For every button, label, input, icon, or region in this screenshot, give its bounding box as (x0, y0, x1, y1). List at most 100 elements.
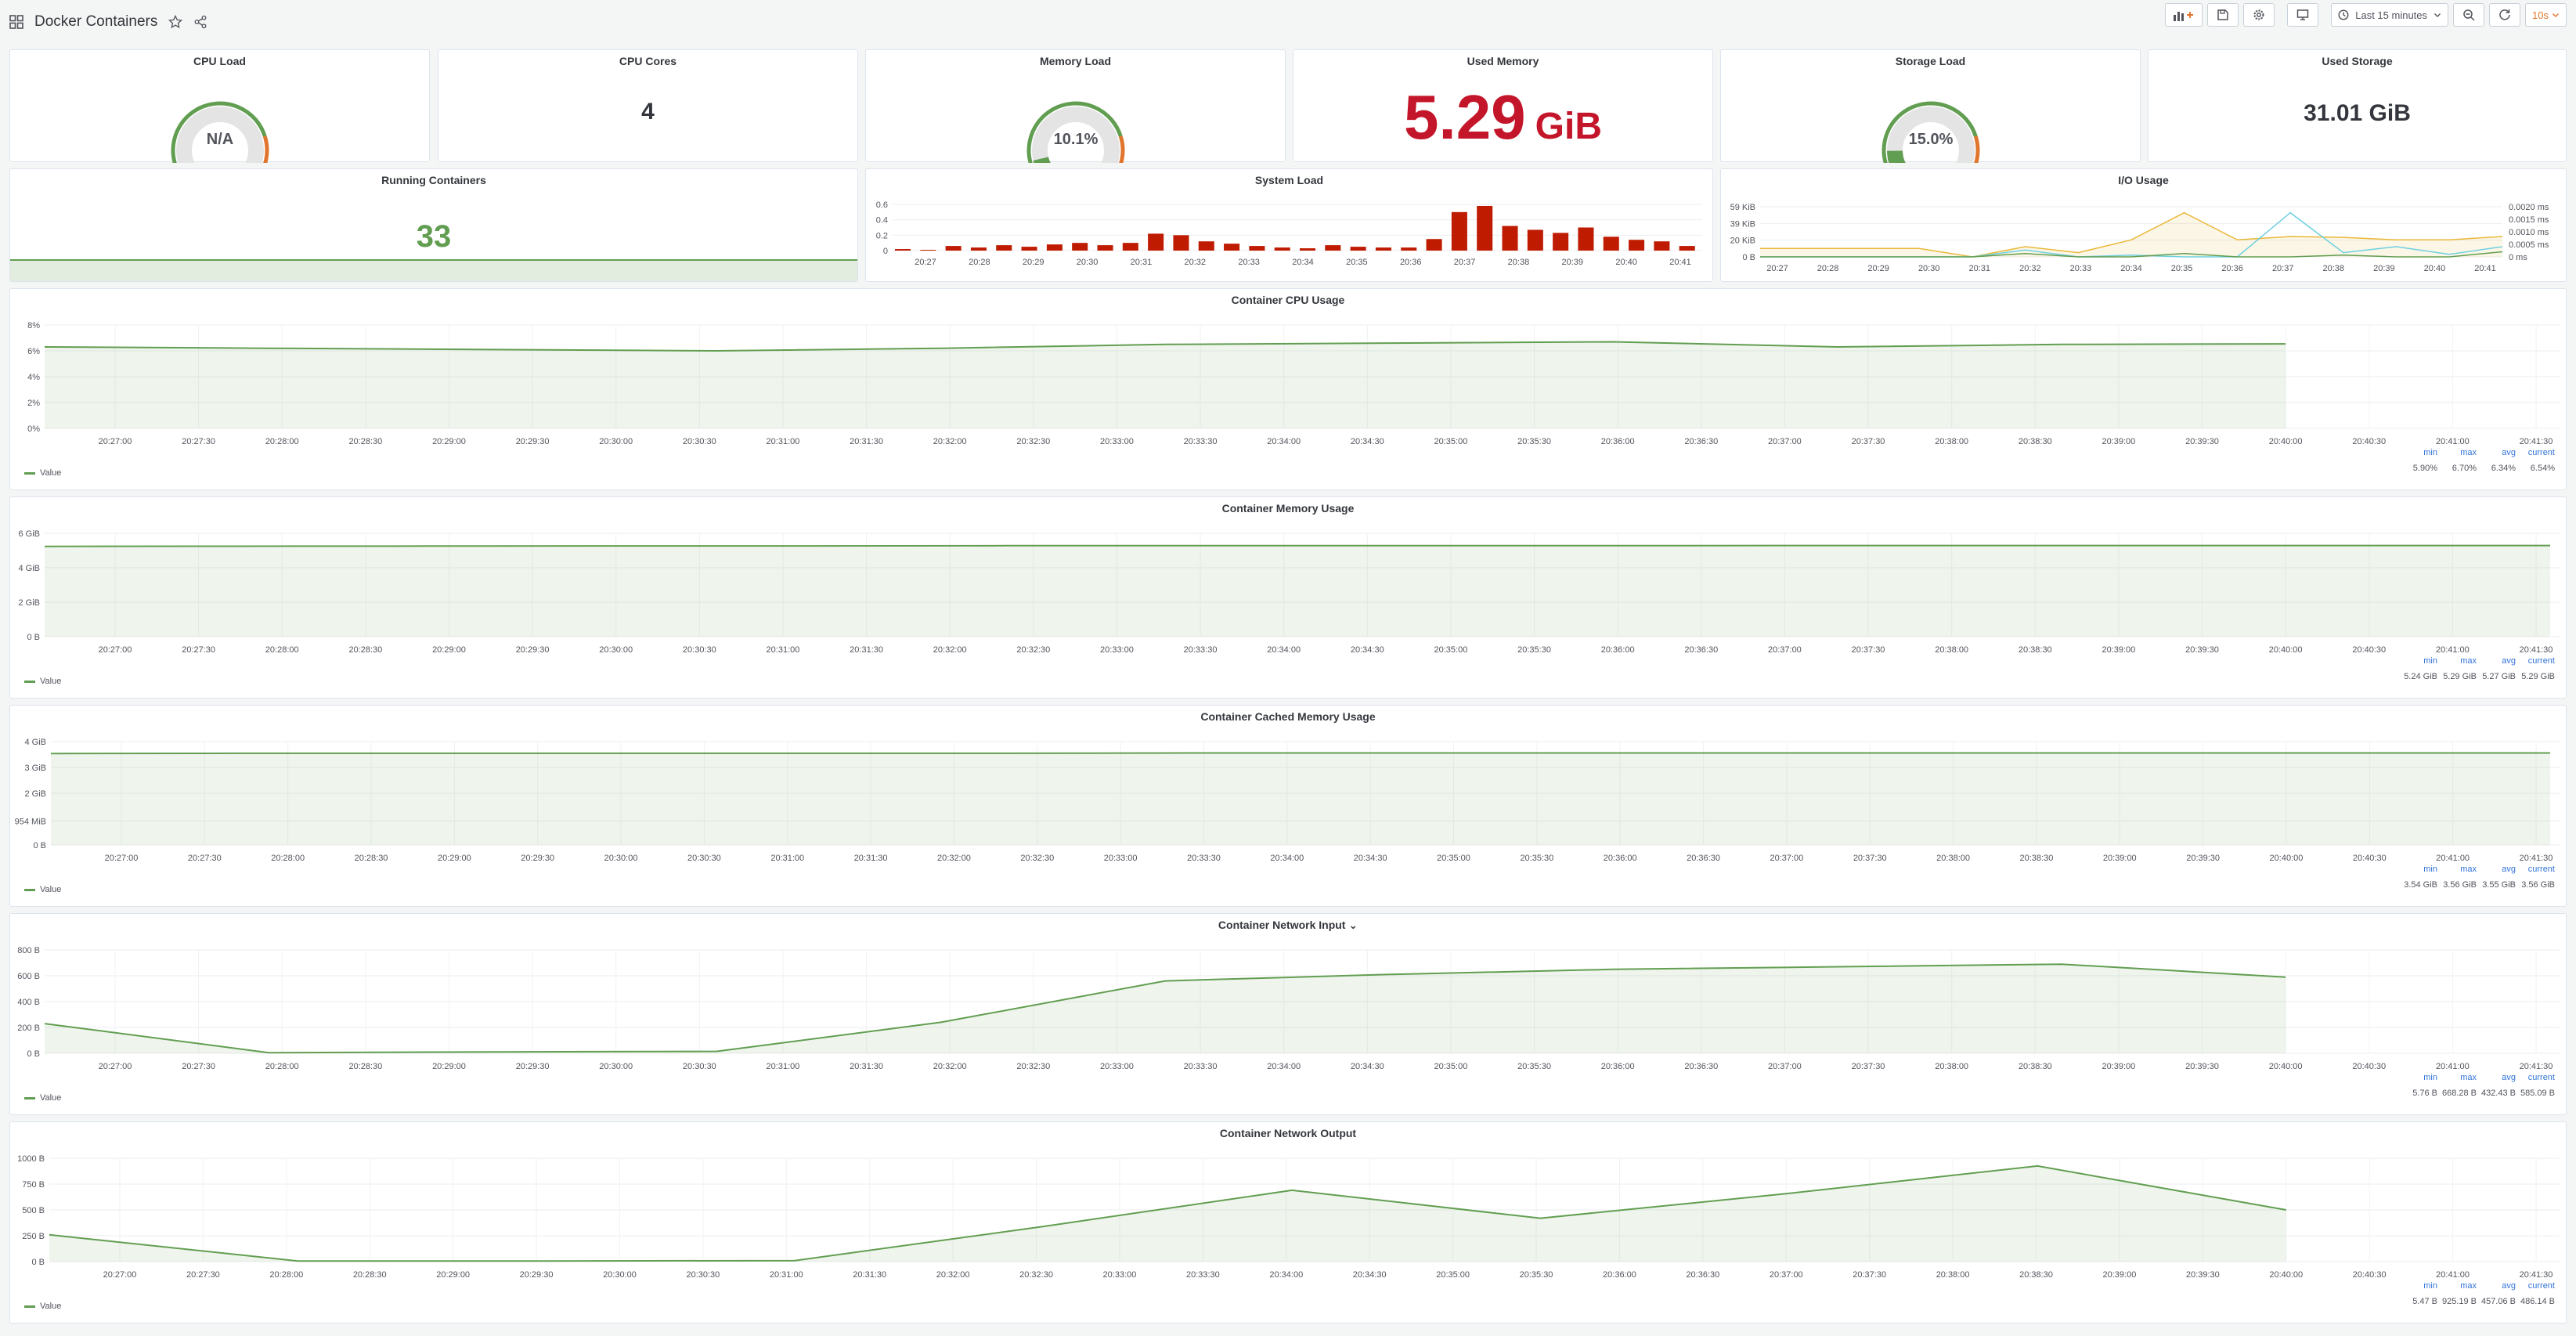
legend-item[interactable]: Value (24, 885, 61, 894)
running-containers-panel[interactable]: Running Containers 33 (9, 168, 858, 282)
x-tick-label: 20:41:00 (2436, 437, 2470, 446)
timeseries-chart: 1000 B 750 B 500 B 250 B 0 B 20:27:00 20:27:30… (17, 1154, 2560, 1280)
x-tick-label: 20:30:30 (686, 1270, 720, 1280)
y-tick-label: 0 B (27, 633, 40, 642)
x-tick-label: 20:31:00 (767, 437, 800, 446)
x-tick-label: 20:30:30 (683, 645, 716, 655)
legend-stats: min 5.76 B max 668.28 B avg 432.43 B current 58… (2398, 1073, 2555, 1098)
bar (1603, 237, 1619, 251)
timeseries-panel[interactable]: Container Cached Memory Usage 4 GiB 3 GiB 2… (9, 705, 2567, 907)
stat-header-max[interactable]: max (2460, 865, 2477, 874)
x-tick-label: 20:41:30 (2520, 1062, 2553, 1071)
y-tick-label: 0.4 (876, 216, 888, 226)
x-tick-label: 20:36 (2221, 264, 2243, 273)
stat-header-avg[interactable]: avg (2502, 656, 2516, 666)
timeseries-panel[interactable]: Container Memory Usage 6 GiB 4 GiB 2 GiB 0 B… (9, 496, 2567, 699)
x-tick-label: 20:27:00 (105, 854, 139, 863)
x-tick-label: 20:38:30 (2019, 1062, 2052, 1071)
x-tick-label: 20:37:00 (1768, 1062, 1802, 1071)
series-line (44, 341, 2286, 352)
x-tick-label: 20:29:00 (438, 854, 471, 863)
stat-header-max[interactable]: max (2460, 1281, 2477, 1291)
settings-button[interactable] (2243, 3, 2275, 27)
stat-header-current[interactable]: current (2527, 1073, 2555, 1082)
dashboard-title[interactable]: Docker Containers (34, 13, 158, 30)
stat-header-current[interactable]: current (2527, 865, 2555, 874)
add-panel-button[interactable] (2165, 3, 2203, 27)
used-storage-panel[interactable]: Used Storage 31.01 GiB (2148, 49, 2567, 162)
stat-header-current[interactable]: current (2527, 448, 2555, 457)
x-tick-label: 20:38:00 (1936, 854, 1970, 863)
x-tick-label: 20:29:30 (516, 437, 550, 446)
system-load-panel[interactable]: System Load 0.6 0.4 0.2 0 20:27 20:28 20:29 20:… (865, 168, 1713, 282)
stat-header-max[interactable]: max (2460, 656, 2477, 666)
x-tick-label: 20:31:00 (767, 1062, 800, 1071)
timeseries-panel[interactable]: Container Network Output 1000 B 750 B 500 B… (9, 1121, 2567, 1323)
x-tick-label: 20:28:00 (269, 1270, 303, 1280)
stat-header-min[interactable]: min (2423, 1073, 2437, 1082)
refresh-interval-picker[interactable]: 10s (2525, 3, 2567, 27)
legend-item[interactable]: Value (24, 677, 61, 686)
stat-header-current[interactable]: current (2527, 656, 2555, 666)
memory-load-panel[interactable]: Memory Load 10.1% (865, 49, 1286, 163)
x-tick-label: 20:39:00 (2103, 854, 2137, 863)
stat-header-min[interactable]: min (2423, 865, 2437, 874)
legend-item[interactable]: Value (24, 468, 61, 478)
timeseries-panel[interactable]: Container Network Input ⌄ 800 B 600 B 400 B… (9, 913, 2567, 1115)
stat-header-avg[interactable]: avg (2502, 1281, 2516, 1291)
top-bar: Docker Containers (0, 0, 2576, 44)
stat-header-avg[interactable]: avg (2502, 865, 2516, 874)
time-range-label: Last 15 minutes (2355, 9, 2428, 21)
cpu-cores-panel[interactable]: CPU Cores 4 (438, 49, 858, 162)
view-mode-button[interactable] (2287, 3, 2319, 27)
time-range-picker[interactable]: Last 15 minutes (2331, 3, 2449, 27)
x-tick-label: 20:31:30 (853, 1270, 886, 1280)
x-tick-label: 20:31:30 (850, 1062, 883, 1071)
x-tick-label: 20:37 (1454, 258, 1476, 267)
timeseries-chart: 6 GiB 4 GiB 2 GiB 0 B 20:27:00 20:27:30 20:28:… (18, 529, 2560, 655)
stat-value-current: 486.14 B (2520, 1297, 2555, 1306)
stat-col-current: current 3.56 GiB (2516, 865, 2555, 890)
stat-value-min: 5.47 B (2412, 1297, 2437, 1306)
x-tick-label: 20:38:00 (1935, 437, 1968, 446)
stat-col-max: max 3.56 GiB (2437, 865, 2477, 890)
stat-header-max[interactable]: max (2460, 1073, 2477, 1082)
stat-header-min[interactable]: min (2423, 656, 2437, 666)
star-icon[interactable] (168, 15, 183, 29)
zoom-out-button[interactable] (2453, 3, 2485, 27)
y-tick-label: 0.2 (876, 231, 888, 240)
x-tick-label: 20:29:00 (432, 645, 466, 655)
x-tick-label: 20:38 (1508, 258, 1530, 267)
legend-item[interactable]: Value (24, 1302, 61, 1311)
stat-header-min[interactable]: min (2423, 1281, 2437, 1291)
dashboards-grid-icon[interactable] (9, 15, 23, 29)
io-usage-panel[interactable]: I/O Usage 59 KiB 39 KiB 20 KiB 0 B 0.0020 ms… (1720, 168, 2567, 282)
used-memory-number: 5.29 (1403, 82, 1526, 152)
x-tick-label: 20:36:30 (1684, 437, 1718, 446)
series-line (50, 752, 2550, 755)
timeseries-panel[interactable]: Container CPU Usage 8% 6% 4% 2% 0% 20:27:00 20:… (9, 288, 2567, 490)
x-tick-label: 20:32:30 (1020, 854, 1054, 863)
x-tick-label: 20:34:30 (1353, 1270, 1387, 1280)
save-dashboard-button[interactable] (2207, 3, 2239, 27)
x-tick-label: 20:31:30 (854, 854, 888, 863)
stat-col-avg: avg 6.34% (2477, 448, 2516, 473)
stat-header-avg[interactable]: avg (2502, 448, 2516, 457)
stat-value-current: 585.09 B (2520, 1089, 2555, 1098)
stat-header-min[interactable]: min (2423, 448, 2437, 457)
x-tick-label: 20:33:30 (1187, 854, 1221, 863)
x-tick-label: 20:30:00 (604, 854, 638, 863)
legend-item[interactable]: Value (24, 1093, 61, 1103)
bar (1300, 248, 1316, 251)
stat-header-current[interactable]: current (2527, 1281, 2555, 1291)
x-tick-label: 20:29 (1867, 264, 1889, 273)
share-icon[interactable] (193, 15, 207, 29)
used-memory-panel[interactable]: Used Memory 5.29 GiB (1293, 49, 1713, 162)
stat-header-max[interactable]: max (2460, 448, 2477, 457)
refresh-button[interactable] (2489, 3, 2521, 27)
x-tick-label: 20:40:00 (2270, 854, 2304, 863)
stat-header-avg[interactable]: avg (2502, 1073, 2516, 1082)
x-tick-label: 20:38:30 (2020, 854, 2054, 863)
cpu-load-panel[interactable]: CPU Load N/A (9, 49, 430, 163)
storage-load-panel[interactable]: Storage Load 15.0% (1720, 49, 2141, 163)
